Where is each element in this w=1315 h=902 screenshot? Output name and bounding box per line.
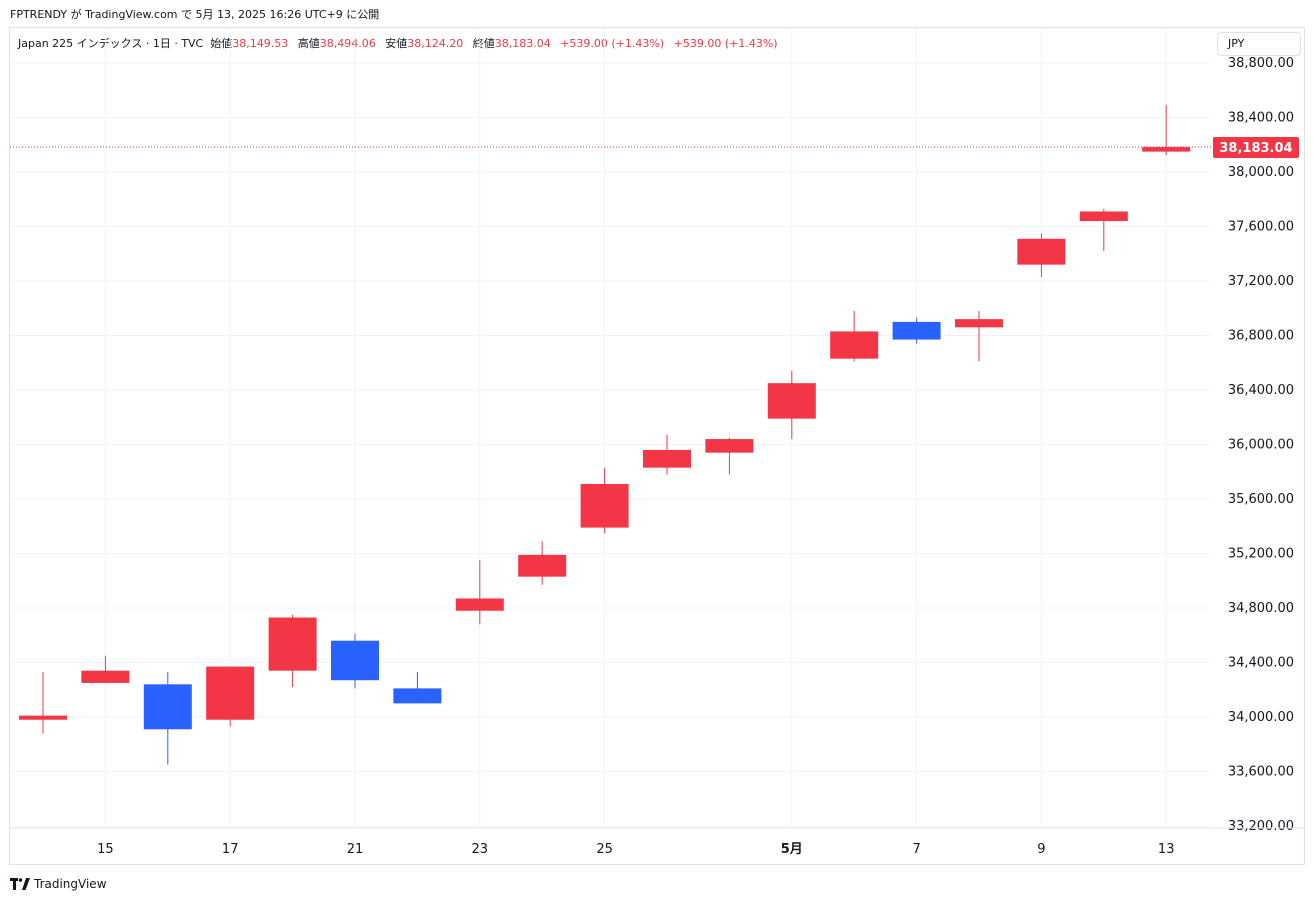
x-tick-label: 13 — [1158, 842, 1175, 857]
footer-brand[interactable]: TradingView — [10, 877, 107, 891]
chart-frame — [9, 27, 1305, 865]
y-tick-label: 38,800.00 — [1228, 56, 1294, 71]
publish-info: FPTRENDY が TradingView.com で 5月 13, 2025… — [10, 8, 380, 21]
candle-body — [1017, 238, 1066, 265]
candle-body — [19, 715, 67, 720]
y-tick-label: 35,200.00 — [1228, 547, 1294, 562]
candle-body — [518, 554, 567, 577]
y-tick-label: 36,000.00 — [1228, 438, 1294, 453]
candle-body — [892, 321, 941, 340]
tradingview-logo-icon — [10, 878, 30, 890]
currency-button[interactable]: JPY — [1217, 32, 1301, 56]
low-value: 38,124.20 — [407, 37, 464, 50]
x-tick-label: 9 — [1037, 842, 1045, 857]
x-tick-label: 15 — [97, 842, 114, 857]
x-tick-label: 5月 — [781, 842, 803, 857]
low-label: 安値 — [385, 37, 408, 50]
y-tick-label: 38,000.00 — [1228, 165, 1294, 180]
high-label: 高値 — [297, 37, 320, 50]
open-value: 38,149.53 — [232, 37, 289, 50]
candle-body — [1079, 211, 1128, 222]
x-tick-label: 25 — [596, 842, 613, 857]
x-tick-label: 7 — [912, 842, 920, 857]
candle-body — [393, 688, 442, 704]
y-tick-label: 38,400.00 — [1228, 111, 1294, 126]
candle-body — [455, 598, 504, 611]
x-tick-label: 21 — [347, 842, 364, 857]
y-tick-label: 37,200.00 — [1228, 274, 1294, 289]
high-value: 38,494.06 — [319, 37, 376, 50]
candle-body — [1142, 147, 1191, 152]
y-tick-label: 33,200.00 — [1228, 819, 1294, 834]
y-tick-label: 35,600.00 — [1228, 492, 1294, 507]
candle-body — [143, 684, 192, 730]
candle-body — [767, 383, 816, 419]
open-label: 始値 — [210, 37, 233, 50]
candle-body — [580, 484, 629, 528]
ohlc-legend: Japan 225 インデックス · 1日 · TVC 始値38,149.53 … — [18, 35, 784, 51]
y-tick-label: 34,000.00 — [1228, 710, 1294, 725]
candle-body — [81, 670, 130, 683]
y-tick-label: 36,800.00 — [1228, 329, 1294, 344]
close-value: 38,183.04 — [494, 37, 551, 50]
y-tick-label: 33,600.00 — [1228, 765, 1294, 780]
symbol-label[interactable]: Japan 225 インデックス · 1日 · TVC — [18, 37, 204, 50]
change-value: +539.00 (+1.43%) — [560, 37, 665, 50]
y-tick-label: 34,400.00 — [1228, 656, 1294, 671]
candle-body — [331, 640, 379, 681]
change-value-2: +539.00 (+1.43%) — [673, 37, 778, 50]
candle-body — [830, 331, 879, 359]
close-label: 終値 — [472, 37, 495, 50]
candle-body — [268, 617, 317, 671]
x-tick-label: 23 — [472, 842, 489, 857]
y-tick-label: 34,800.00 — [1228, 601, 1294, 616]
x-tick-label: 17 — [222, 842, 239, 857]
y-tick-label: 37,600.00 — [1228, 220, 1294, 235]
candle-body — [206, 666, 255, 720]
last-price-label: 38,183.04 — [1219, 141, 1292, 156]
last-price-tag — [1213, 137, 1299, 159]
candle-body — [955, 319, 1003, 328]
candle-body — [643, 449, 691, 468]
brand-name: TradingView — [34, 877, 107, 891]
y-tick-label: 36,400.00 — [1228, 383, 1294, 398]
candle-body — [705, 439, 754, 453]
